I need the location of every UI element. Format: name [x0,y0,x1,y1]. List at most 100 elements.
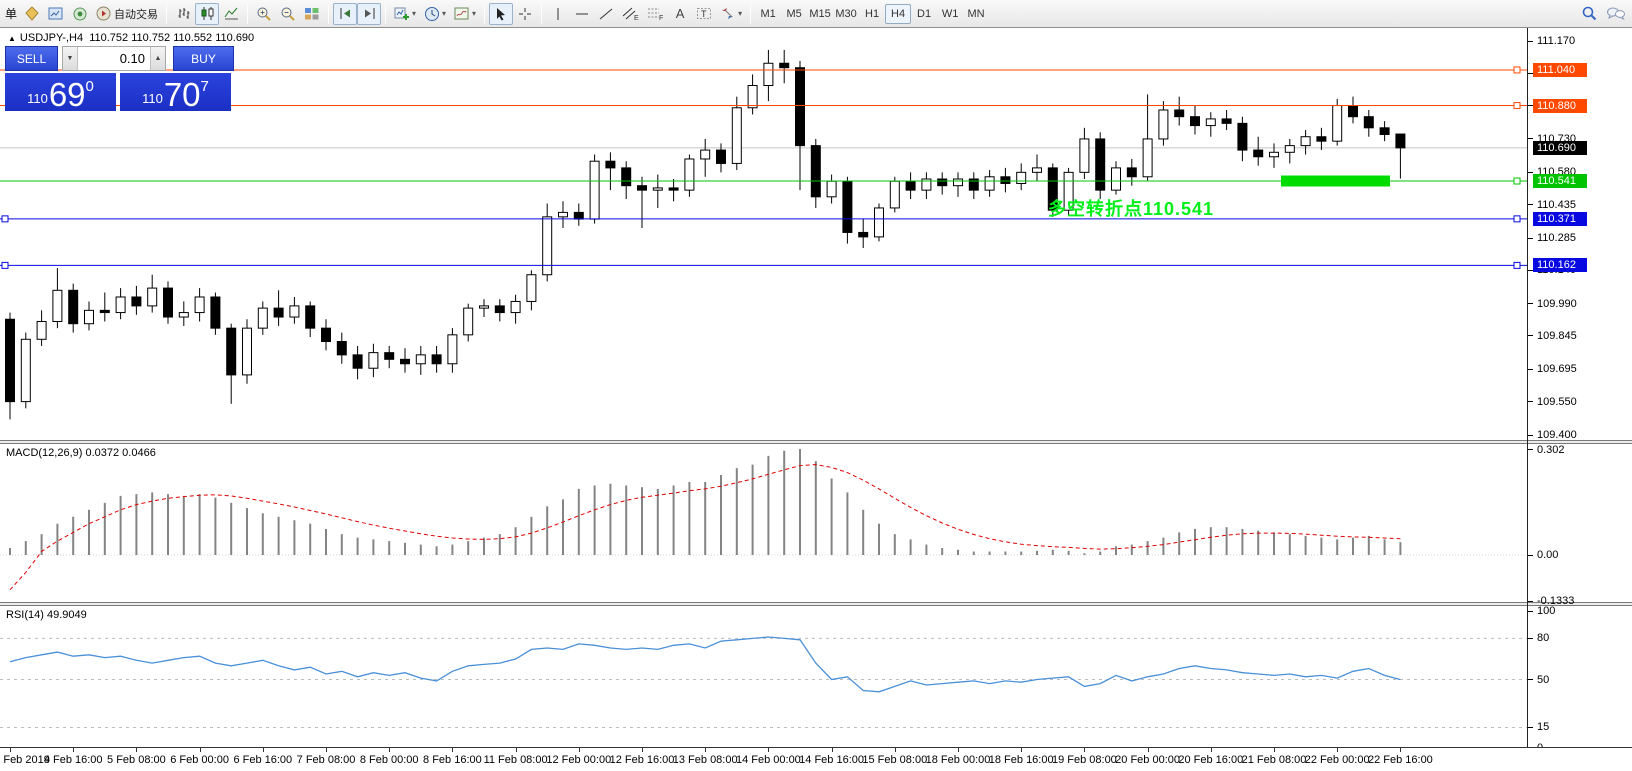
macd-signal-line [9,464,1401,591]
dropdown-caret-icon: ▾ [412,9,417,18]
add-indicator-icon[interactable]: ▾ [390,3,420,25]
price-tick-label: 111.170 [1528,35,1575,48]
time-tick [515,748,517,752]
timeframe-M30[interactable]: M30 [835,7,857,20]
timeframe-H4[interactable]: H4 [885,3,912,24]
autotrading-button[interactable]: 自动交易 [92,3,162,25]
time-tick-label: 18 Feb 16:00 [988,754,1054,766]
equidistant-channel-tool-icon[interactable]: E [618,3,643,25]
volume-input[interactable]: 0.10 [119,51,145,66]
time-tick [389,748,391,752]
main-toolbar: 单 自动交易 ▾ ▾ ▾ [0,0,1632,28]
label-tool-icon[interactable]: T [692,3,716,25]
timeframe-M5[interactable]: M5 [786,7,802,20]
timeframe-H1[interactable]: H1 [865,7,880,20]
time-tick [1021,748,1023,752]
chart-shift-icon[interactable] [357,2,382,25]
time-tick [1274,748,1275,752]
buy-button[interactable]: BUY [173,46,234,71]
toolbar-separator [541,3,543,24]
navigator-icon[interactable] [68,3,92,25]
zoom-out-icon[interactable] [276,3,300,25]
one-click-trading-panel: SELL ▼ 0.10 ▲ BUY 110 69 0 110 70 7 [5,46,234,111]
crosshair-icon[interactable] [513,3,537,25]
toolbar-separator [328,3,330,24]
text-tool-icon[interactable]: A [675,6,685,21]
price-chart-pane[interactable]: ▲ USDJPY-,H4 110.752 110.752 110.552 110.… [0,28,1528,440]
new-order-icon[interactable] [20,3,44,25]
time-tick [705,748,707,752]
volume-increase-button[interactable]: ▲ [150,47,165,70]
time-tick [136,748,138,752]
toolbar-separator [166,3,168,24]
horizontal-line-tool-icon[interactable] [570,3,594,25]
macd-indicator-pane[interactable] [0,444,1528,602]
toolbar-separator [750,3,752,24]
zoom-in-icon[interactable] [252,3,276,25]
market-watch-icon[interactable] [44,3,68,25]
time-tick [262,748,264,752]
price-level-label: 110.162 [1533,258,1587,273]
chart-title: ▲ USDJPY-,H4 110.752 110.752 110.552 110.… [8,32,254,44]
rsi-line [9,636,1401,693]
bid-big-digits: 69 [48,76,86,113]
cursor-icon[interactable] [489,2,514,25]
price-tick-label: 110.285 [1528,232,1576,245]
price-level-label: 110.690 [1533,140,1587,155]
toolbar-separator [484,3,486,24]
time-tick-label: 12 Feb 16:00 [609,754,675,766]
chat-icon[interactable] [1602,3,1630,25]
chart-symbol: USDJPY-,H4 [19,32,84,44]
ask-prefix: 110 [142,91,163,106]
timeframe-M1[interactable]: M1 [760,7,776,20]
price-axis[interactable]: 111.170111.025110.880110.730110.580110.4… [1528,28,1632,754]
rsi-label: RSI(14) 49.9049 [6,609,87,621]
time-tick-label: 6 Feb 00:00 [170,754,229,766]
bar-chart-type-icon[interactable] [171,3,195,25]
pane-resize-separator[interactable] [0,602,1632,606]
ask-price-display[interactable]: 110 70 7 [120,73,231,111]
volume-decrease-button[interactable]: ▼ [63,47,78,70]
macd-tick-label: 0.00 [1528,549,1558,562]
pane-resize-separator[interactable] [0,440,1632,444]
time-tick [10,748,11,752]
symbol-marker-icon: ▲ [8,34,16,43]
auto-scroll-icon[interactable] [333,2,358,25]
time-tick-label: 11 Feb 08:00 [483,754,548,766]
fibonacci-tool-icon[interactable]: F [643,3,668,25]
timeframe-M15[interactable]: M15 [809,7,831,20]
time-tick-label: 6 Feb 16:00 [233,754,293,766]
timeframe-D1[interactable]: D1 [917,7,932,20]
bid-superscript: 0 [85,78,94,95]
svg-text:E: E [634,15,639,21]
rsi-indicator-pane[interactable] [0,606,1528,747]
new-order-label[interactable]: 单 [5,7,18,21]
time-tick-label: 14 Feb 00:00 [735,754,801,766]
timeframe-W1[interactable]: W1 [941,7,959,20]
candlestick-chart-type-icon[interactable] [195,2,220,25]
bid-price-display[interactable]: 110 69 0 [5,73,116,111]
trendline-tool-icon[interactable] [594,3,618,25]
time-tick [73,748,75,752]
svg-text:F: F [659,15,663,21]
time-tick [894,748,896,752]
time-tick-label: 8 Feb 16:00 [423,754,482,766]
line-chart-type-icon[interactable] [219,3,243,25]
timeframe-MN[interactable]: MN [967,7,985,20]
ask-superscript: 7 [200,78,209,95]
time-tick [1084,748,1086,752]
svg-text:T: T [701,9,707,19]
pivot-annotation: 多空转折点110.541 [1048,199,1215,219]
vertical-line-tool-icon[interactable] [546,3,570,25]
price-tick-label: 109.550 [1528,395,1577,408]
period-icon[interactable]: ▾ [420,3,450,25]
time-tick-label: 15 Feb 08:00 [862,754,928,766]
tile-windows-icon[interactable] [300,3,324,25]
search-icon[interactable] [1577,3,1602,25]
arrows-tool-icon[interactable]: ▾ [716,3,746,25]
template-icon[interactable]: ▾ [450,3,480,25]
macd-histogram [9,448,1402,555]
sell-button[interactable]: SELL [5,46,58,71]
time-tick-label: 4 Feb 2019 [0,754,50,766]
